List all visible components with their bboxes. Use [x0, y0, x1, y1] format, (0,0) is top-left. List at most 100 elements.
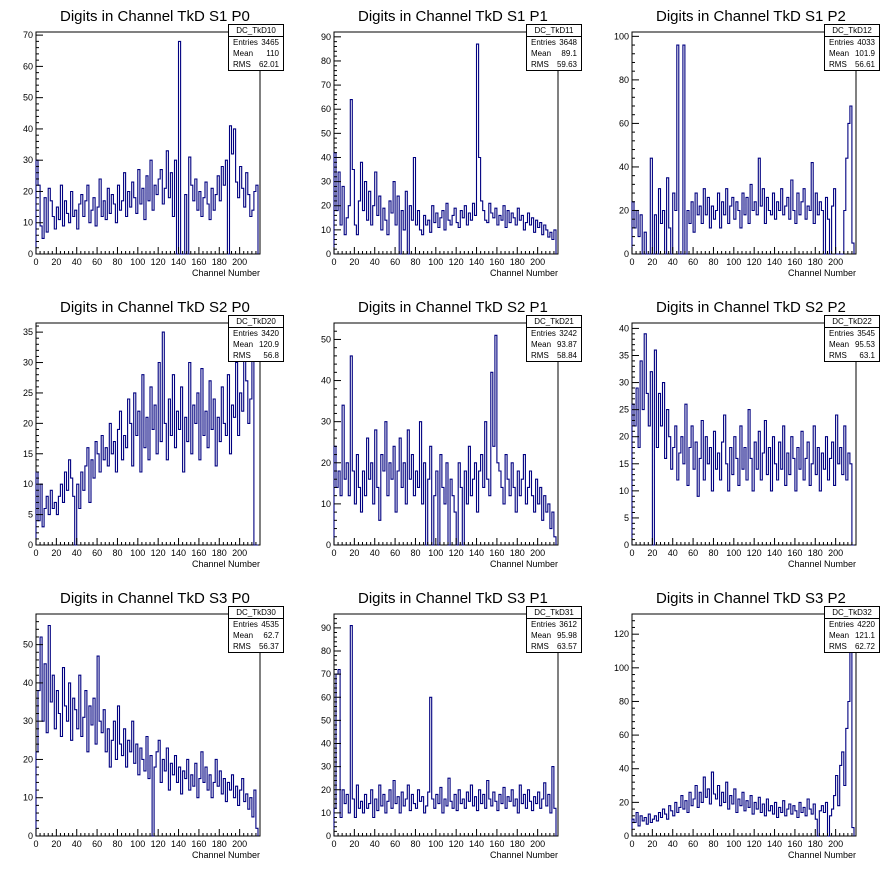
histogram-panel: 0 20 40 60 80 100 120 140 160 180 200 0 10 20 30 40 50 Ch…: [0, 582, 298, 872]
y-tick-label: 40: [619, 764, 629, 774]
x-tick-label: 120: [747, 548, 762, 558]
x-tick-label: 80: [410, 839, 420, 849]
x-tick-label: 100: [726, 548, 741, 558]
x-tick-label: 60: [92, 257, 102, 267]
y-tick-label: 60: [321, 692, 331, 702]
y-tick-label: 15: [619, 459, 629, 469]
histogram-title: Digits in Channel TkD S3 P0: [60, 590, 250, 607]
x-tick-label: 80: [112, 548, 122, 558]
y-tick-label: 5: [624, 513, 629, 523]
y-tick-label: 60: [619, 730, 629, 740]
stats-mean: Mean 93.87: [527, 339, 581, 350]
y-tick-label: 100: [614, 31, 629, 41]
y-tick-label: 10: [23, 218, 33, 228]
histogram-svg: 0 20 40 60 80 100 120 140 160 180 200 0 10 20 30 40 50 Ch…: [23, 613, 261, 860]
stats-entries-label: Entries: [233, 38, 258, 47]
stats-mean: Mean 101.9: [825, 48, 879, 59]
stats-mean-label: Mean: [233, 340, 254, 349]
y-tick-label: 0: [326, 249, 331, 259]
x-tick-label: 0: [331, 257, 336, 267]
stats-entries-label: Entries: [531, 329, 556, 338]
x-tick-label: 140: [171, 839, 186, 849]
x-tick-label: 200: [232, 257, 247, 267]
y-tick-label: 100: [614, 663, 629, 673]
x-tick-label: 80: [708, 257, 718, 267]
y-tick-label: 70: [321, 80, 331, 90]
x-tick-label: 140: [767, 548, 782, 558]
y-tick-label: 80: [619, 75, 629, 85]
stats-rms-value: 63.1: [859, 351, 875, 360]
x-tick-label: 0: [33, 257, 38, 267]
x-tick-label: 0: [33, 839, 38, 849]
x-tick-label: 100: [428, 257, 443, 267]
stats-mean-label: Mean: [531, 631, 552, 640]
y-tick-label: 80: [321, 56, 331, 66]
stats-rms-value: 56.8: [263, 351, 279, 360]
stats-mean-label: Mean: [829, 340, 850, 349]
x-axis-label: Channel Number: [788, 559, 856, 569]
y-tick-label: 30: [321, 417, 331, 427]
stats-entries: Entries 4535: [229, 619, 283, 630]
x-tick-label: 180: [212, 257, 227, 267]
x-tick-label: 120: [151, 548, 166, 558]
x-tick-label: 140: [469, 839, 484, 849]
x-tick-label: 60: [92, 839, 102, 849]
stats-box-name: DC_TkD11: [527, 25, 581, 37]
stats-rms: RMS 63.1: [825, 350, 879, 361]
stats-box-name: DC_TkD31: [527, 607, 581, 619]
x-tick-label: 20: [51, 257, 61, 267]
stats-mean-value: 95.53: [854, 340, 875, 349]
stats-mean: Mean 95.53: [825, 339, 879, 350]
stats-mean-value: 101.9: [854, 49, 875, 58]
histogram-title: Digits in Channel TkD S2 P0: [60, 299, 250, 316]
x-tick-label: 160: [489, 548, 504, 558]
stats-mean: Mean 110: [229, 48, 283, 59]
stats-box: DC_TkD22 Entries 3545 Mean 95.53 RMS 63.1: [824, 315, 880, 362]
y-tick-label: 40: [321, 739, 331, 749]
stats-entries-label: Entries: [233, 329, 258, 338]
y-tick-label: 70: [23, 30, 33, 40]
y-tick-label: 40: [321, 152, 331, 162]
stats-mean-label: Mean: [233, 49, 254, 58]
stats-entries: Entries 3612: [527, 619, 581, 630]
y-tick-label: 20: [23, 418, 33, 428]
x-axis-label: Channel Number: [192, 268, 260, 278]
x-tick-label: 80: [410, 548, 420, 558]
stats-entries: Entries 3465: [229, 37, 283, 48]
stats-mean: Mean 62.7: [229, 630, 283, 641]
stats-entries-label: Entries: [233, 620, 258, 629]
y-tick-label: 50: [321, 715, 331, 725]
stats-rms-label: RMS: [829, 642, 847, 651]
x-axis-label: Channel Number: [192, 559, 260, 569]
x-tick-label: 140: [469, 548, 484, 558]
histogram-panel: 0 20 40 60 80 100 120 140 160 180 200 0 5 10 15 20 25 30 3…: [0, 291, 298, 581]
histogram-series: [35, 624, 259, 837]
stats-box-name: DC_TkD22: [825, 316, 879, 328]
x-tick-label: 180: [510, 839, 525, 849]
y-tick-label: 80: [321, 646, 331, 656]
y-tick-label: 20: [321, 458, 331, 468]
x-tick-label: 60: [688, 257, 698, 267]
stats-entries: Entries 3420: [229, 328, 283, 339]
y-tick-label: 20: [321, 201, 331, 211]
y-tick-label: 0: [326, 831, 331, 841]
x-tick-label: 0: [331, 839, 336, 849]
stats-mean-value: 62.7: [263, 631, 279, 640]
y-tick-label: 10: [619, 486, 629, 496]
y-tick-label: 20: [321, 785, 331, 795]
y-tick-label: 0: [28, 540, 33, 550]
x-tick-label: 40: [668, 839, 678, 849]
y-tick-label: 40: [619, 162, 629, 172]
stats-box: DC_TkD21 Entries 3242 Mean 93.87 RMS 58.84: [526, 315, 582, 362]
x-tick-label: 180: [510, 257, 525, 267]
x-tick-label: 120: [151, 839, 166, 849]
stats-entries-value: 3612: [559, 620, 577, 629]
stats-mean: Mean 120.9: [229, 339, 283, 350]
stats-mean-label: Mean: [829, 49, 850, 58]
y-tick-label: 40: [321, 376, 331, 386]
histogram-series: [631, 44, 855, 255]
y-tick-label: 30: [23, 716, 33, 726]
x-tick-label: 100: [130, 548, 145, 558]
stats-mean-value: 110: [266, 49, 279, 58]
x-tick-label: 80: [708, 548, 718, 558]
